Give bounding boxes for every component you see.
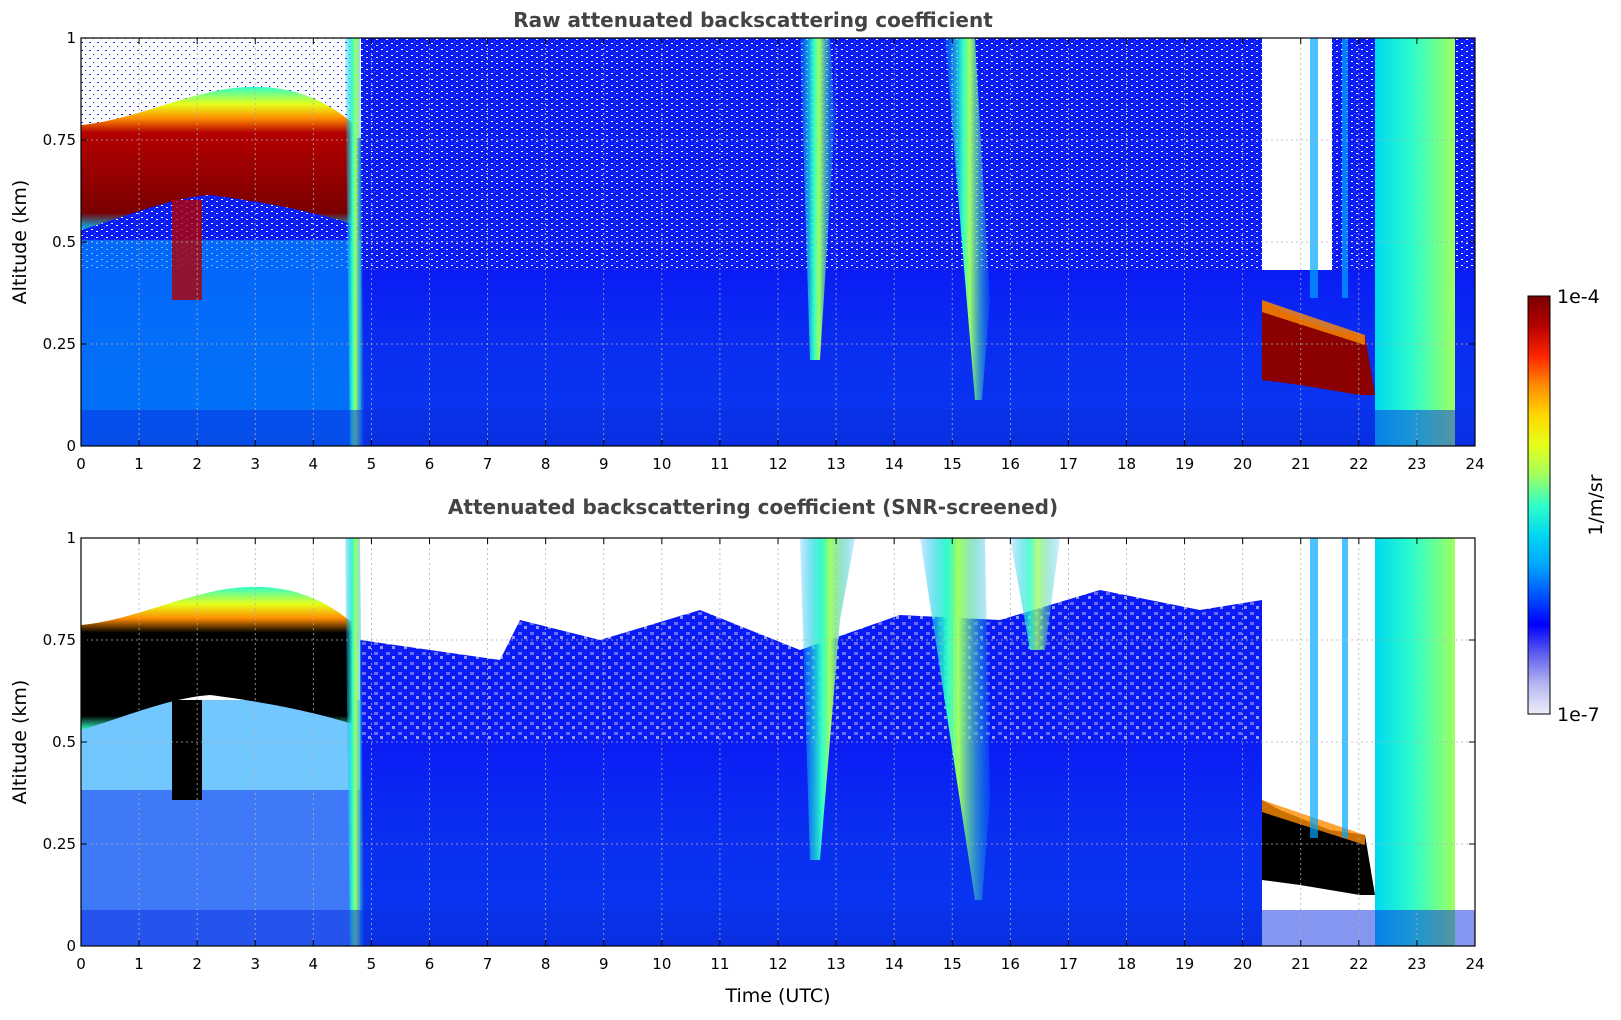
x-tick-label: 23 bbox=[1407, 455, 1426, 473]
x-tick-label: 1 bbox=[134, 455, 144, 473]
x-tick-label: 4 bbox=[309, 455, 319, 473]
panel-top: 0 1 2 3 4 5 6 7 8 9 10 11 12 13 14 15 16 17 18 19 20 21 22 23 24… bbox=[9, 29, 1485, 473]
x-tick-label: 8 bbox=[541, 955, 551, 973]
panel-top-title: Raw attenuated backscattering coefficien… bbox=[513, 8, 993, 32]
x-tick-label: 17 bbox=[1059, 955, 1078, 973]
x-tick-label: 3 bbox=[250, 955, 260, 973]
x-tick-label: 5 bbox=[367, 955, 377, 973]
x-tick-label: 10 bbox=[652, 455, 671, 473]
x-tick-label: 17 bbox=[1059, 455, 1078, 473]
x-tick-label: 23 bbox=[1407, 955, 1426, 973]
y-tick-label: 1 bbox=[66, 529, 76, 547]
x-tick-label: 15 bbox=[943, 455, 962, 473]
x-tick-label: 11 bbox=[710, 955, 729, 973]
colorbar-min-label: 1e-7 bbox=[1557, 704, 1600, 726]
panel-bottom-title: Attenuated backscattering coefficient (S… bbox=[448, 495, 1058, 519]
x-tick-label: 2 bbox=[192, 455, 202, 473]
x-tick-label: 10 bbox=[652, 955, 671, 973]
x-tick-label: 0 bbox=[76, 455, 86, 473]
x-tick-label: 22 bbox=[1349, 955, 1368, 973]
x-tick-label: 21 bbox=[1291, 955, 1310, 973]
x-tick-label: 12 bbox=[768, 455, 787, 473]
x-tick-label: 15 bbox=[943, 955, 962, 973]
x-tick-label: 13 bbox=[827, 955, 846, 973]
y-tick-label: 0.5 bbox=[52, 733, 76, 751]
y-tick-label: 1 bbox=[66, 29, 76, 47]
x-tick-label: 24 bbox=[1465, 455, 1484, 473]
x-tick-label: 13 bbox=[827, 455, 846, 473]
x-tick-label: 8 bbox=[541, 455, 551, 473]
colorbar: 1e-4 1e-7 1/m/sr bbox=[1528, 286, 1607, 726]
x-tick-label: 0 bbox=[76, 955, 86, 973]
x-tick-label: 7 bbox=[483, 955, 493, 973]
x-tick-label: 3 bbox=[250, 455, 260, 473]
x-tick-label: 11 bbox=[710, 455, 729, 473]
x-tick-label: 14 bbox=[885, 455, 904, 473]
colorbar-label: 1/m/sr bbox=[1585, 474, 1607, 535]
y-tick-label: 0 bbox=[66, 937, 76, 955]
x-tick-label: 14 bbox=[885, 955, 904, 973]
x-tick-label: 4 bbox=[309, 955, 319, 973]
ylabel-bottom: Altitude (km) bbox=[9, 680, 31, 805]
colorbar-gradient bbox=[1528, 296, 1550, 714]
y-tick-label: 0.5 bbox=[52, 233, 76, 251]
x-tick-label: 1 bbox=[134, 955, 144, 973]
y-tick-label: 0.75 bbox=[43, 631, 76, 649]
x-tick-label: 19 bbox=[1175, 955, 1194, 973]
x-tick-label: 19 bbox=[1175, 455, 1194, 473]
x-tick-label: 2 bbox=[192, 955, 202, 973]
panel-bottom: 0 1 2 3 4 5 6 7 8 9 10 11 12 13 14 15 16 17 18 19 20 21 22 23 24… bbox=[9, 529, 1485, 1007]
xlabel-bottom: Time (UTC) bbox=[724, 985, 830, 1007]
x-tick-label: 24 bbox=[1465, 955, 1484, 973]
x-tick-label: 20 bbox=[1233, 455, 1252, 473]
x-tick-label: 9 bbox=[599, 455, 609, 473]
y-tick-label: 0.25 bbox=[43, 335, 76, 353]
x-tick-label: 6 bbox=[425, 455, 435, 473]
x-tick-label: 18 bbox=[1117, 955, 1136, 973]
colorbar-max-label: 1e-4 bbox=[1557, 286, 1600, 308]
x-tick-label: 7 bbox=[483, 455, 493, 473]
x-tick-label: 16 bbox=[1001, 955, 1020, 973]
x-tick-label: 21 bbox=[1291, 455, 1310, 473]
ylabel-top: Altitude (km) bbox=[9, 180, 31, 305]
x-tick-label: 18 bbox=[1117, 455, 1136, 473]
x-tick-label: 20 bbox=[1233, 955, 1252, 973]
x-tick-label: 22 bbox=[1349, 455, 1368, 473]
x-tick-label: 5 bbox=[367, 455, 377, 473]
x-tick-label: 6 bbox=[425, 955, 435, 973]
y-tick-label: 0.75 bbox=[43, 131, 76, 149]
x-tick-label: 16 bbox=[1001, 455, 1020, 473]
y-tick-label: 0.25 bbox=[43, 835, 76, 853]
x-tick-label: 12 bbox=[768, 955, 787, 973]
y-tick-label: 0 bbox=[66, 437, 76, 455]
x-tick-label: 9 bbox=[599, 955, 609, 973]
